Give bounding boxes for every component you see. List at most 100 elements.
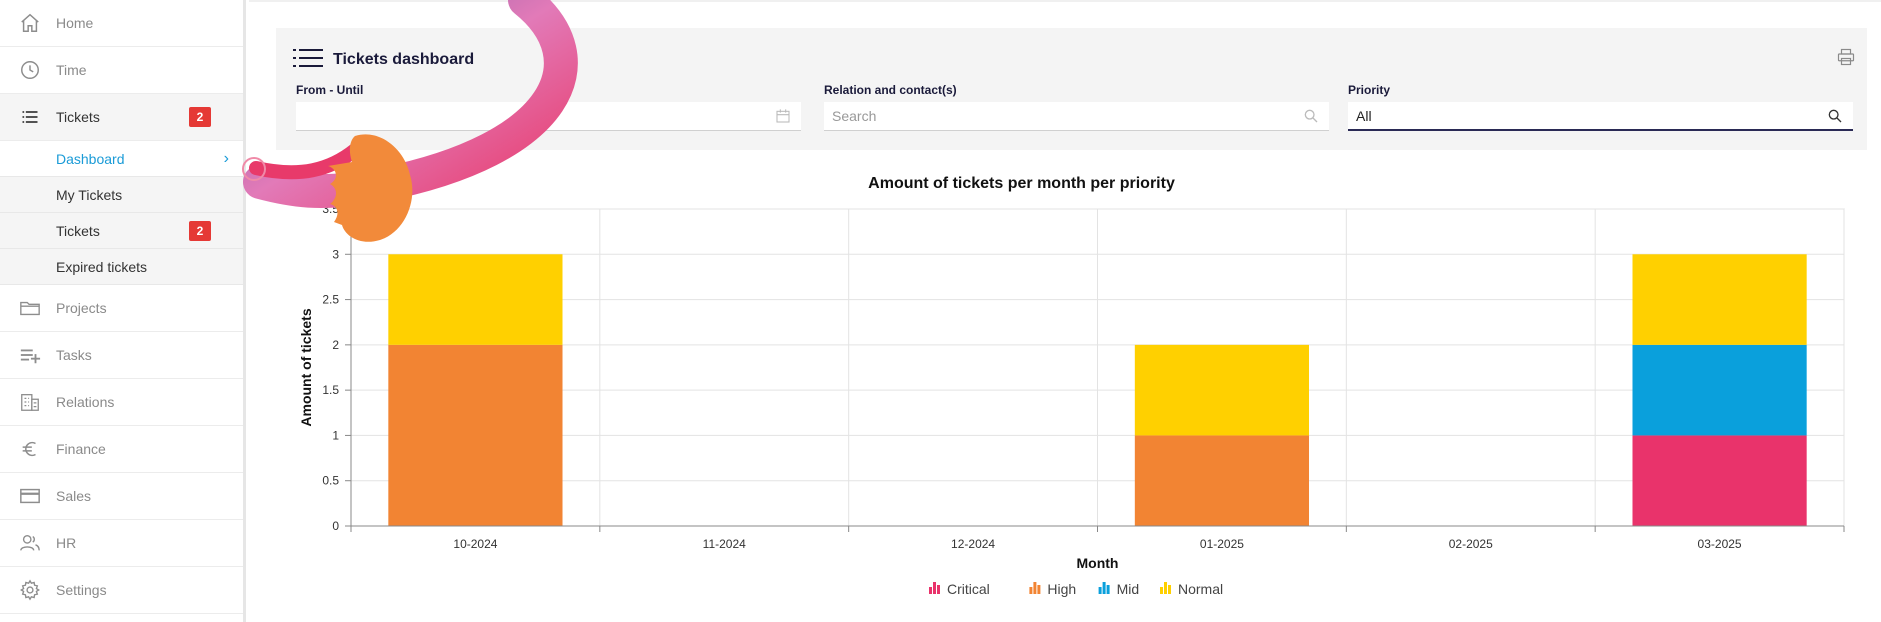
legend-swatch [937, 585, 940, 594]
legend-label: High [1047, 581, 1076, 597]
list-icon [293, 48, 323, 73]
sidebar-subitem-tickets[interactable]: Tickets 2 [0, 213, 243, 249]
y-axis-label: Amount of tickets [298, 308, 314, 426]
sidebar-subitem-dashboard[interactable]: Dashboard › [0, 141, 243, 177]
sidebar-item-label: Finance [56, 441, 106, 457]
y-tick-label: 2 [332, 338, 339, 352]
legend-swatch [1098, 587, 1102, 594]
x-tick-label: 02-2025 [1449, 537, 1493, 551]
list-icon [18, 105, 42, 129]
legend-swatch [929, 587, 932, 594]
playlist-add-icon [18, 343, 42, 367]
from-until-input[interactable] [296, 102, 801, 131]
search-icon[interactable] [1827, 108, 1843, 127]
legend-swatch [1164, 582, 1167, 594]
euro-icon [18, 437, 42, 461]
legend-label: Critical [947, 581, 990, 597]
bar-segment-high[interactable] [1134, 435, 1310, 526]
chart-bars [388, 254, 1807, 526]
relation-search-input[interactable]: Search [824, 102, 1329, 131]
x-tick-label: 03-2025 [1698, 537, 1742, 551]
legend-item-high[interactable]: High [1029, 581, 1076, 597]
sidebar-item-label: Settings [56, 582, 107, 598]
gear-icon [18, 578, 42, 602]
chart-axes: 0 0.5 1 1.5 2 2.5 3 3.5 10-2024 11-2024 12-2024 01-… [322, 202, 1845, 551]
bar-segment-normal[interactable] [388, 254, 563, 345]
users-icon [18, 531, 42, 555]
legend-item-critical[interactable]: Critical [929, 581, 990, 597]
legend-swatch [1106, 585, 1110, 594]
sidebar-item-sales[interactable]: Sales [0, 473, 243, 520]
tickets-count-badge: 2 [189, 107, 211, 127]
bar-segment-mid[interactable] [1632, 344, 1807, 436]
sidebar-item-home[interactable]: Home [0, 0, 243, 47]
sidebar-subitem-expired-tickets[interactable]: Expired tickets [0, 249, 243, 285]
sidebar-item-label: Sales [56, 488, 92, 504]
legend-swatch [1160, 587, 1163, 594]
legend-item-mid[interactable]: Mid [1098, 581, 1140, 597]
y-tick-label: 0 [332, 519, 339, 533]
sidebar-item-tasks[interactable]: Tasks [0, 332, 243, 379]
legend-swatch [1168, 585, 1171, 594]
legend-label: Mid [1117, 581, 1140, 597]
y-tick-label: 3.5 [322, 202, 339, 216]
sidebar-item-settings[interactable]: Settings [0, 567, 243, 614]
sidebar-item-label: Home [56, 15, 94, 31]
sidebar-subitem-label: Expired tickets [56, 258, 148, 275]
y-tick-label: 1 [332, 428, 339, 442]
clock-icon [18, 58, 42, 82]
page-title: Tickets dashboard [333, 51, 475, 68]
sidebar-item-label: Tickets [56, 109, 100, 125]
home-icon [18, 11, 42, 35]
sidebar-item-label: Time [56, 62, 87, 78]
sidebar-item-hr[interactable]: HR [0, 520, 243, 567]
bar-segment-high[interactable] [388, 344, 563, 526]
sidebar-subitem-label: My Tickets [56, 186, 123, 203]
relation-label: Relation and contact(s) [824, 83, 957, 97]
y-tick-label: 2.5 [322, 293, 339, 307]
sidebar-item-label: Relations [56, 394, 115, 410]
bar-segment-normal[interactable] [1632, 254, 1807, 345]
x-tick-label: 01-2025 [1200, 537, 1244, 551]
chart-grid [350, 208, 1845, 527]
priority-value: All [1356, 107, 1372, 124]
x-tick-label: 12-2024 [951, 537, 995, 551]
from-until-label: From - Until [296, 83, 364, 97]
legend-label: Normal [1178, 581, 1223, 597]
tickets-chart: Amount of tickets per month per priority… [249, 160, 1881, 622]
priority-select[interactable]: All [1348, 102, 1853, 131]
chevron-right-icon: › [223, 149, 229, 167]
x-tick-label: 10-2024 [453, 537, 497, 551]
bar-segment-critical[interactable] [1632, 435, 1807, 526]
legend-swatch [1102, 582, 1106, 594]
x-tick-label: 11-2024 [703, 537, 746, 551]
subitem-tickets-badge: 2 [189, 220, 211, 241]
bar-segment-normal[interactable] [1134, 344, 1310, 436]
x-axis-label: Month [1077, 555, 1119, 571]
filter-panel: Tickets dashboard From - Until Relation … [276, 28, 1867, 150]
sidebar-subitem-my-tickets[interactable]: My Tickets [0, 177, 243, 213]
top-divider [249, 0, 1881, 2]
calendar-icon[interactable] [775, 108, 791, 127]
tickets-chart-svg: Amount of tickets per month per priority… [298, 175, 1845, 597]
legend-swatch [1033, 582, 1037, 594]
sidebar: Home Time Tickets 2 Dashboard › My Ticke… [0, 0, 246, 622]
legend-swatch [1037, 585, 1041, 594]
sidebar-item-tickets[interactable]: Tickets 2 [0, 94, 243, 141]
y-tick-label: 0.5 [322, 474, 339, 488]
print-icon[interactable] [1837, 48, 1855, 71]
sidebar-item-finance[interactable]: Finance [0, 426, 243, 473]
sidebar-item-projects[interactable]: Projects [0, 285, 243, 332]
sidebar-subitem-label: Dashboard [56, 150, 125, 167]
y-tick-label: 1.5 [322, 383, 339, 397]
sidebar-item-label: HR [56, 535, 77, 551]
y-tick-label: 3 [332, 247, 339, 261]
sidebar-item-time[interactable]: Time [0, 47, 243, 94]
legend-item-normal[interactable]: Normal [1160, 581, 1223, 597]
legend-swatch [933, 582, 936, 594]
card-icon [18, 484, 42, 508]
search-icon[interactable] [1303, 108, 1319, 127]
chart-title: Amount of tickets per month per priority [868, 175, 1175, 192]
sidebar-item-relations[interactable]: Relations [0, 379, 243, 426]
